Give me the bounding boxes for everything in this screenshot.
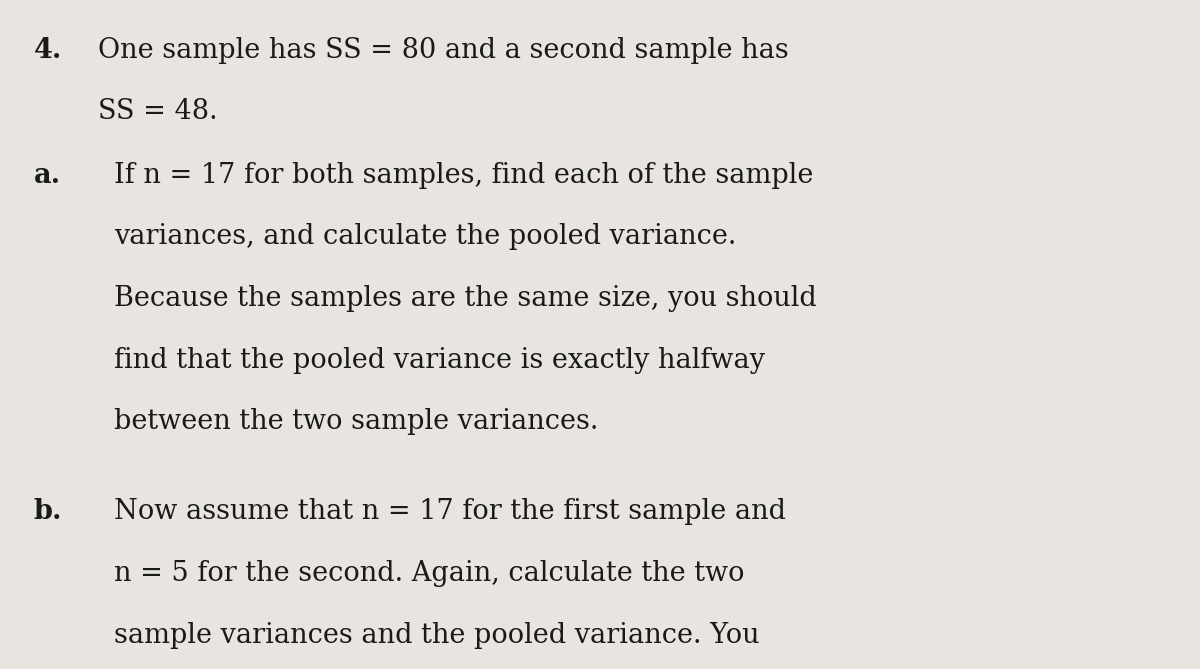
Text: a.: a.: [34, 162, 61, 189]
Text: One sample has SS = 80 and a second sample has: One sample has SS = 80 and a second samp…: [98, 37, 790, 64]
Text: between the two sample variances.: between the two sample variances.: [114, 408, 599, 435]
Text: 4.: 4.: [34, 37, 62, 64]
Text: SS = 48.: SS = 48.: [98, 98, 218, 125]
Text: b.: b.: [34, 498, 62, 525]
Text: variances, and calculate the pooled variance.: variances, and calculate the pooled vari…: [114, 223, 737, 250]
Text: n = 5 for the second. Again, calculate the two: n = 5 for the second. Again, calculate t…: [114, 560, 744, 587]
Text: find that the pooled variance is exactly halfway: find that the pooled variance is exactly…: [114, 347, 766, 373]
Text: If n = 17 for both samples, find each of the sample: If n = 17 for both samples, find each of…: [114, 162, 814, 189]
Text: Now assume that n = 17 for the first sample and: Now assume that n = 17 for the first sam…: [114, 498, 786, 525]
Text: sample variances and the pooled variance. You: sample variances and the pooled variance…: [114, 622, 760, 648]
Text: Because the samples are the same size, you should: Because the samples are the same size, y…: [114, 285, 817, 312]
